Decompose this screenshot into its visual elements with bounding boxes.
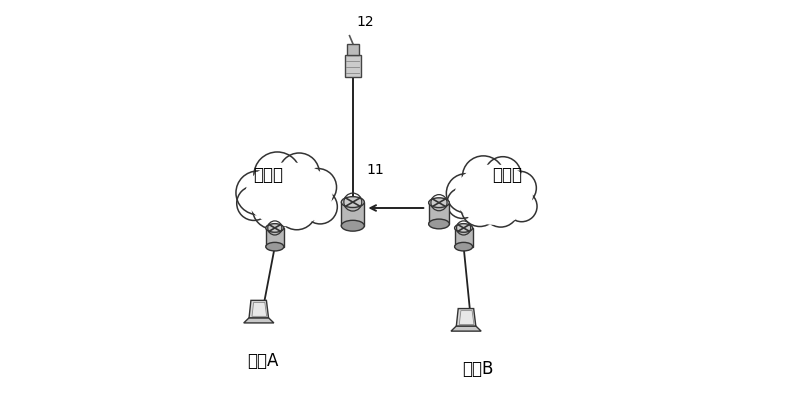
Polygon shape <box>249 300 269 318</box>
Polygon shape <box>459 311 474 324</box>
Text: 11: 11 <box>366 163 384 177</box>
Polygon shape <box>252 302 266 316</box>
Circle shape <box>299 168 337 206</box>
Text: 12: 12 <box>356 15 374 30</box>
Circle shape <box>447 188 478 218</box>
Text: 主朼A: 主朼A <box>247 352 278 370</box>
Ellipse shape <box>429 219 450 229</box>
Circle shape <box>254 152 301 199</box>
Bar <box>454 228 473 247</box>
Ellipse shape <box>454 224 473 232</box>
Circle shape <box>461 189 498 226</box>
Ellipse shape <box>454 243 473 251</box>
Circle shape <box>237 186 271 220</box>
Circle shape <box>303 190 338 224</box>
Circle shape <box>252 187 294 229</box>
Text: 互联网: 互联网 <box>254 166 284 184</box>
Circle shape <box>236 171 280 215</box>
Ellipse shape <box>266 243 284 251</box>
Circle shape <box>446 174 486 213</box>
Polygon shape <box>244 318 274 323</box>
Polygon shape <box>451 326 481 331</box>
Bar <box>342 202 364 226</box>
Circle shape <box>278 191 316 230</box>
Circle shape <box>485 157 521 193</box>
Ellipse shape <box>429 198 450 208</box>
Ellipse shape <box>266 224 284 232</box>
Ellipse shape <box>342 197 364 208</box>
Ellipse shape <box>455 165 532 224</box>
Text: 互联网: 互联网 <box>492 166 522 184</box>
Bar <box>346 44 359 55</box>
Circle shape <box>462 156 504 198</box>
Ellipse shape <box>246 163 332 225</box>
Text: 主朼B: 主朼B <box>462 360 494 378</box>
Circle shape <box>503 171 536 205</box>
Circle shape <box>279 153 319 193</box>
Bar <box>345 55 361 77</box>
Ellipse shape <box>342 220 364 231</box>
Bar <box>429 203 450 224</box>
Circle shape <box>483 192 518 227</box>
Circle shape <box>506 191 537 222</box>
Polygon shape <box>456 309 476 326</box>
Bar <box>266 228 284 247</box>
